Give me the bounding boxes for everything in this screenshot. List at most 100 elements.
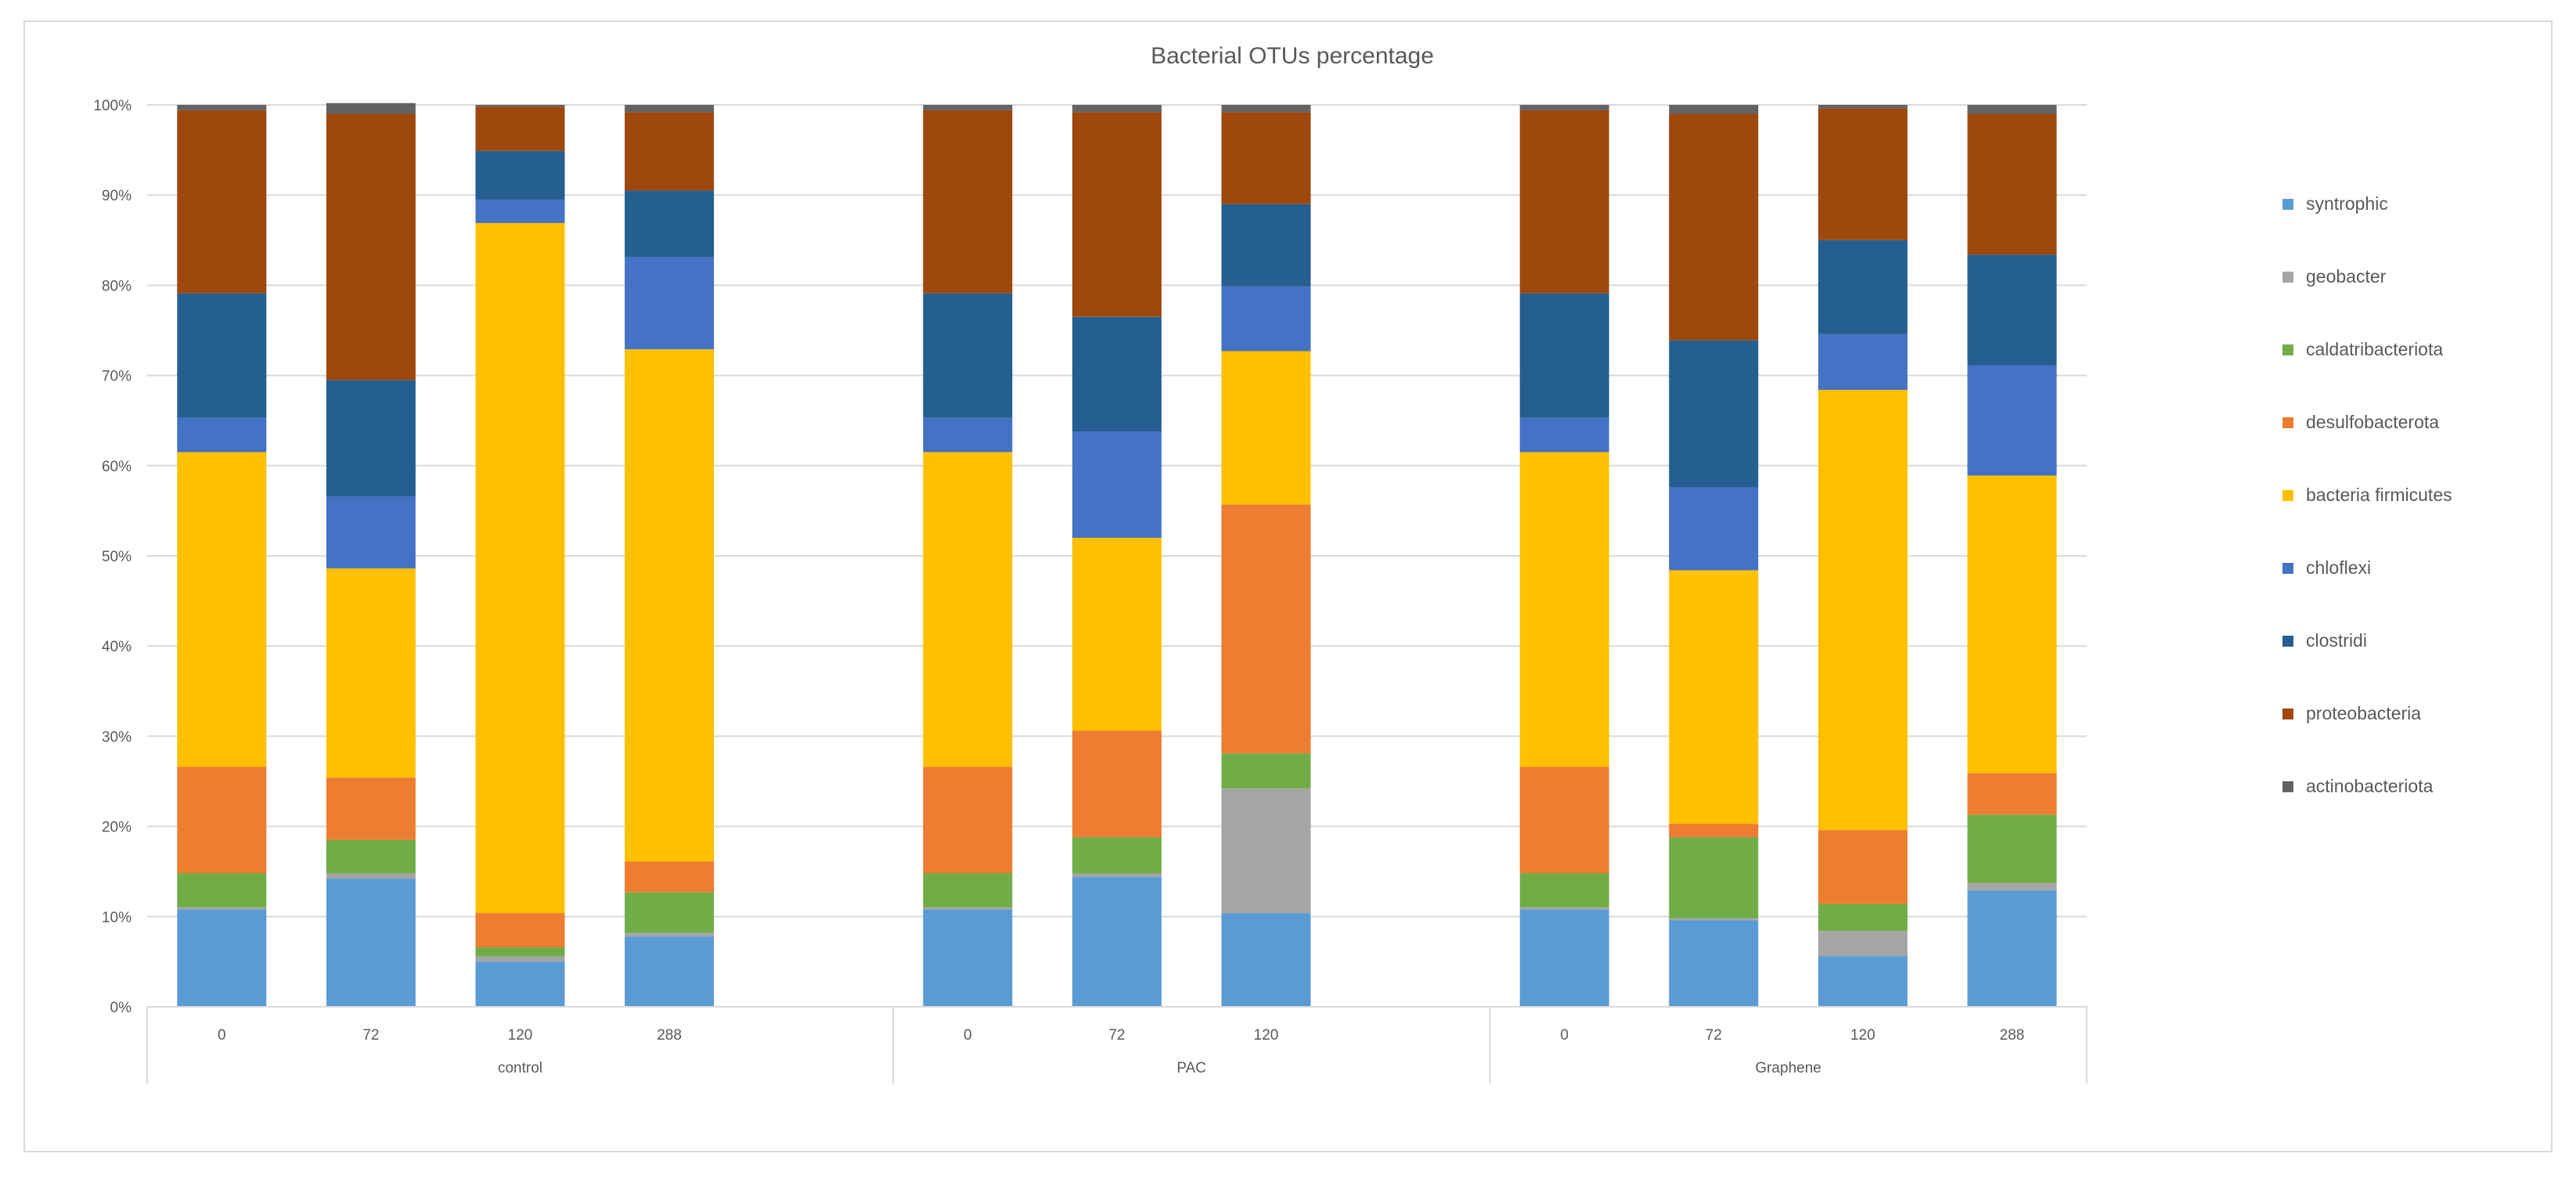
bar-segment-clostridi	[1818, 240, 1908, 334]
bar-segment-clostridi	[1221, 204, 1311, 287]
bar-segment-bacteria-firmicutes	[1519, 452, 1609, 767]
bar-segment-proteobacteria	[1221, 112, 1311, 204]
bar-segment-proteobacteria	[1818, 108, 1908, 240]
bar-segment-caldatribacteriota	[475, 946, 565, 957]
x-group-label: control	[498, 1060, 542, 1076]
x-group-label: Graphene	[1755, 1060, 1821, 1076]
bar-segment-chloflexi	[1519, 417, 1609, 452]
bar-segment-syntrophic	[1967, 890, 2057, 1007]
x-category-label: 0	[218, 1027, 226, 1044]
bar-segment-desulfobacterota	[1818, 830, 1908, 904]
x-category-label: 288	[2000, 1027, 2025, 1044]
bar-segment-desulfobacterota	[923, 766, 1013, 874]
bars	[177, 103, 2057, 1007]
bar-segment-actinobacteriota	[1221, 105, 1311, 113]
x-axis: 0 72 120 288 0 72 120 0 72 120 288 control PAC Graphe…	[146, 1006, 2088, 1083]
bar-segment-bacteria-firmicutes	[923, 452, 1013, 767]
legend-swatch	[2282, 490, 2293, 501]
y-tick-label: 50%	[102, 549, 132, 565]
bar-segment-desulfobacterota	[1967, 773, 2057, 815]
bar-segment-clostridi	[326, 380, 416, 496]
y-tick-label: 30%	[102, 729, 132, 745]
y-tick-label: 20%	[102, 820, 132, 836]
bar-segment-clostridi	[177, 293, 267, 418]
bar-segment-desulfobacterota	[1072, 730, 1162, 838]
y-tick-label: 10%	[102, 910, 132, 926]
bar-segment-chloflexi	[1221, 286, 1311, 352]
bar-segment-actinobacteriota	[177, 105, 267, 110]
bar-segment-caldatribacteriota	[326, 839, 416, 874]
bar-segment-bacteria-firmicutes	[326, 568, 416, 778]
bar-segment-geobacter	[475, 956, 565, 962]
bar-segment-geobacter	[1669, 918, 1759, 921]
x-category-label: 120	[1850, 1027, 1875, 1044]
bar-segment-bacteria-firmicutes	[1221, 351, 1311, 505]
bar-segment-chloflexi	[625, 257, 715, 350]
bar-segment-geobacter	[923, 907, 1013, 910]
bar-segment-caldatribacteriota	[1818, 903, 1908, 932]
bar-segment-desulfobacterota	[1221, 504, 1311, 754]
bar-segment-actinobacteriota	[625, 105, 715, 113]
legend-swatch	[2282, 708, 2293, 719]
bar-segment-proteobacteria	[475, 106, 565, 151]
bar-segment-clostridi	[923, 293, 1013, 418]
legend: syntrophic geobacter caldatribacteriota des…	[2282, 193, 2452, 796]
bar-segment-caldatribacteriota	[625, 892, 715, 933]
legend-entry: proteobacteria	[2306, 703, 2421, 723]
bar-segment-proteobacteria	[177, 110, 267, 294]
x-category-label: 0	[1560, 1027, 1569, 1044]
bar-segment-chloflexi	[326, 496, 416, 569]
x-category-label: 72	[1108, 1027, 1125, 1044]
bar-segment-clostridi	[625, 190, 715, 258]
x-group-label: PAC	[1176, 1060, 1206, 1076]
bar-segment-clostridi	[1072, 316, 1162, 432]
bar-segment-actinobacteriota	[1519, 105, 1609, 110]
bar-segment-caldatribacteriota	[1967, 814, 2057, 884]
legend-entry: desulfobacterota	[2306, 412, 2439, 432]
legend-entry: clostridi	[2306, 630, 2367, 651]
bar-segment-actinobacteriota	[1072, 105, 1162, 113]
bar-segment-syntrophic	[1072, 877, 1162, 1007]
bar-segment-actinobacteriota	[326, 103, 416, 114]
bar-segment-clostridi	[1967, 254, 2057, 366]
bar-segment-desulfobacterota	[326, 777, 416, 840]
legend-swatch	[2282, 199, 2293, 210]
bar-segment-chloflexi	[177, 417, 267, 452]
bar-segment-actinobacteriota	[1818, 105, 1908, 109]
bar-segment-geobacter	[1221, 788, 1311, 914]
x-category-label: 288	[657, 1027, 682, 1044]
bar-segment-desulfobacterota	[475, 913, 565, 947]
bar-segment-caldatribacteriota	[1072, 837, 1162, 874]
bar-segment-chloflexi	[1967, 365, 2057, 476]
bar-segment-syntrophic	[625, 936, 715, 1007]
bar-segment-proteobacteria	[625, 112, 715, 191]
y-tick-label: 40%	[102, 639, 132, 655]
bar-segment-bacteria-firmicutes	[475, 222, 565, 914]
bar-segment-geobacter	[326, 873, 416, 879]
bar-segment-clostridi	[475, 150, 565, 200]
chart-title: Bacterial OTUs percentage	[1151, 43, 1434, 69]
bar-segment-chloflexi	[1818, 334, 1908, 391]
bar-segment-actinobacteriota	[923, 105, 1013, 110]
bar-segment-geobacter	[1818, 931, 1908, 957]
bar-segment-chloflexi	[923, 417, 1013, 452]
bar-segment-syntrophic	[923, 909, 1013, 1007]
bar-segment-syntrophic	[177, 909, 267, 1007]
bar-segment-geobacter	[1519, 907, 1609, 910]
bar-segment-geobacter	[625, 932, 715, 937]
bar-segment-syntrophic	[1519, 909, 1609, 1007]
bar-segment-syntrophic	[1669, 920, 1759, 1007]
bar-segment-proteobacteria	[1072, 112, 1162, 317]
bar-segment-actinobacteriota	[475, 105, 565, 107]
bar-segment-caldatribacteriota	[1221, 753, 1311, 789]
y-axis-tick-labels: 0% 10% 20% 30% 40% 50% 60% 70% 80% 90% 100%	[93, 98, 132, 1016]
bar-segment-proteobacteria	[326, 114, 416, 380]
bar-segment-desulfobacterota	[1669, 824, 1759, 838]
bar-segment-syntrophic	[475, 961, 565, 1007]
bar-segment-bacteria-firmicutes	[177, 452, 267, 767]
legend-swatch	[2282, 344, 2293, 355]
legend-entry: syntrophic	[2306, 193, 2388, 214]
legend-entry: chloflexi	[2306, 557, 2371, 578]
y-tick-label: 80%	[102, 278, 132, 294]
y-tick-label: 60%	[102, 459, 132, 475]
